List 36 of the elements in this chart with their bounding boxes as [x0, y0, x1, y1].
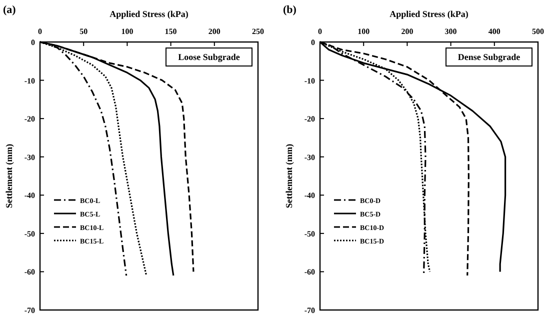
x-tick-label: 300 — [444, 27, 457, 36]
x-tick-label: 150 — [164, 27, 177, 36]
x-tick-label: 200 — [401, 27, 414, 36]
text: (a) — [3, 4, 16, 16]
y-tick-label: -50 — [24, 229, 35, 238]
y-tick-label: 0 — [31, 38, 35, 47]
y-tick-label: -30 — [304, 152, 315, 162]
y-tick-label: -10 — [24, 76, 35, 86]
x-tick-label: 250 — [252, 27, 264, 36]
x-tick-label: 100 — [121, 27, 134, 36]
y-tick-label: -10 — [304, 76, 315, 86]
y-tick-label: -60 — [24, 268, 35, 277]
annotation: Loose Subgrade — [178, 52, 240, 62]
y-tick-label: -40 — [304, 191, 315, 200]
y-tick-label: -20 — [24, 114, 35, 124]
y-tick-label: -40 — [24, 191, 35, 200]
y-axis-title: Settlement (mm) — [284, 144, 294, 208]
x-axis-title: Applied Stress (kPa) — [110, 9, 188, 19]
x-axis-title: Applied Stress (kPa) — [390, 9, 468, 19]
x-tick-label: 100 — [358, 27, 370, 36]
x-tick-label: 400 — [488, 27, 500, 36]
x-tick-label: 200 — [208, 27, 220, 36]
y-tick-label: -60 — [304, 268, 315, 277]
y-tick-label: -20 — [304, 114, 315, 124]
y-tick-label: -70 — [24, 306, 35, 315]
y-tick-label: -70 — [304, 306, 315, 315]
y-tick-label: -30 — [24, 152, 35, 162]
y-tick-label: 0 — [311, 38, 315, 47]
x-tick-label: 50 — [80, 27, 88, 36]
x-tick-label: 0 — [38, 27, 42, 36]
y-tick-label: -50 — [304, 229, 315, 238]
y-axis-title: Settlement (mm) — [4, 144, 14, 208]
x-tick-label: 0 — [318, 27, 322, 36]
annotation: Dense Subgrade — [458, 52, 520, 62]
x-tick-label: 500 — [532, 27, 544, 36]
text: (b) — [283, 4, 297, 16]
